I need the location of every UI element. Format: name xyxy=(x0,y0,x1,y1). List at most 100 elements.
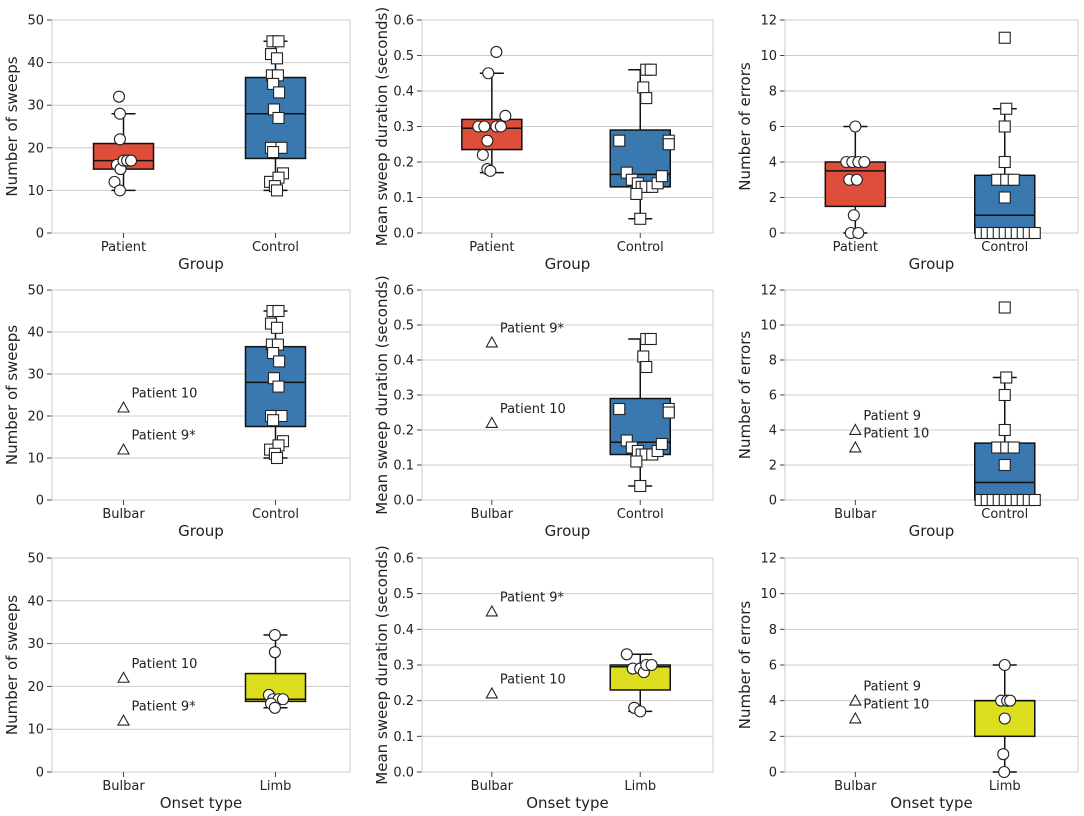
data-point-circle xyxy=(484,164,497,177)
data-point-square xyxy=(998,458,1011,472)
data-point-triangle xyxy=(848,711,862,724)
y-tick-label: 2 xyxy=(769,191,777,206)
x-tick-label: Control xyxy=(981,240,1028,255)
box-patient xyxy=(461,45,523,177)
y-tick-label: 6 xyxy=(769,120,777,135)
y-tick-label: 0.2 xyxy=(393,694,414,709)
data-point-square xyxy=(640,92,653,105)
data-point-circle xyxy=(997,748,1010,761)
box-control xyxy=(244,35,307,197)
data-point-square xyxy=(634,212,647,225)
data-point-circle xyxy=(849,120,862,133)
y-tick-label: 8 xyxy=(769,354,777,369)
data-point-square xyxy=(998,31,1011,44)
data-point-square xyxy=(273,86,286,99)
data-point-circle xyxy=(268,628,281,642)
y-tick-label: 40 xyxy=(27,326,44,341)
data-point-square xyxy=(630,187,643,200)
data-point-square xyxy=(998,423,1011,437)
annotation-label: Patient 9* xyxy=(132,700,197,715)
x-tick-label: Limb xyxy=(260,779,292,794)
x-tick-label: Limb xyxy=(624,779,656,794)
data-point-square xyxy=(267,146,280,159)
y-tick-label: 0 xyxy=(36,494,44,509)
x-axis-label: Group xyxy=(909,522,955,540)
y-axis-label: Number of sweeps xyxy=(3,56,21,196)
data-point-circle xyxy=(476,148,489,161)
x-tick-label: Patient xyxy=(101,240,146,255)
data-point-square xyxy=(1028,226,1041,240)
data-point-circle xyxy=(124,154,138,167)
plot-frame xyxy=(421,557,714,773)
data-point-circle xyxy=(847,209,860,222)
data-point-triangle xyxy=(485,335,499,348)
y-tick-label: 2 xyxy=(769,459,777,474)
data-point-circle xyxy=(645,658,658,672)
y-tick-label: 0.3 xyxy=(393,389,414,404)
y-tick-label: 0.6 xyxy=(393,284,414,299)
y-tick-label: 6 xyxy=(769,659,777,674)
y-tick-label: 10 xyxy=(760,49,777,64)
y-tick-label: 8 xyxy=(769,85,777,100)
y-tick-label: 10 xyxy=(27,723,44,738)
y-tick-label: 12 xyxy=(760,552,777,567)
data-point-square xyxy=(662,138,675,151)
y-tick-label: 0.3 xyxy=(393,120,414,135)
x-tick-label: Limb xyxy=(989,779,1021,794)
data-point-circle xyxy=(482,67,495,80)
y-tick-label: 10 xyxy=(760,587,777,602)
x-tick-label: Patient xyxy=(469,240,514,255)
annotation-label: Patient 9* xyxy=(132,429,197,444)
plot-frame xyxy=(51,19,351,234)
data-point-square xyxy=(613,134,626,147)
data-point-triangle xyxy=(848,423,862,435)
panel-7: 0 10 20 30 40 50 Bulbar Limb Onset type Number of… xyxy=(3,552,351,812)
x-tick-label: Control xyxy=(252,240,299,255)
data-point-triangle xyxy=(117,671,130,683)
data-point-square xyxy=(272,35,285,48)
y-axis-label: Number of sweeps xyxy=(3,325,21,465)
y-tick-label: 4 xyxy=(769,694,777,709)
x-axis-label: Onset type xyxy=(160,794,243,812)
data-point-triangle xyxy=(117,714,130,726)
y-tick-label: 0.5 xyxy=(393,49,414,64)
data-point-circle xyxy=(998,712,1011,725)
y-axis-label: Number of errors xyxy=(736,601,754,730)
data-point-square xyxy=(1007,441,1020,454)
box-limb xyxy=(244,628,307,714)
data-point-square xyxy=(270,451,284,465)
data-point-square xyxy=(1028,493,1041,507)
data-point-square xyxy=(998,120,1011,133)
data-point-square xyxy=(998,191,1011,204)
y-tick-label: 20 xyxy=(27,141,44,156)
x-axis-label: Group xyxy=(178,255,224,273)
y-tick-label: 50 xyxy=(27,552,44,567)
data-point-circle xyxy=(112,90,126,103)
data-point-triangle xyxy=(485,686,499,699)
y-tick-label: 0.5 xyxy=(393,587,414,602)
data-point-square xyxy=(655,437,668,451)
data-point-circle xyxy=(108,175,121,188)
data-point-square xyxy=(270,321,284,334)
panel-8: 0.0 0.1 0.2 0.3 0.4 0.5 0.6 Bulbar Limb Onset typ… xyxy=(373,545,714,812)
data-point-square xyxy=(613,402,626,416)
panel-4: 0 10 20 30 40 50 Bulbar Control Group Number of s… xyxy=(3,284,351,540)
annotation-label: Patient 9* xyxy=(500,322,565,337)
data-point-circle xyxy=(998,658,1011,672)
panel-5: 0.0 0.1 0.2 0.3 0.4 0.5 0.6 Bulbar Control Group M… xyxy=(373,275,714,540)
data-point-circle xyxy=(481,134,494,147)
annotation-label: Patient 10 xyxy=(132,657,198,672)
data-point-square xyxy=(272,304,285,318)
y-tick-label: 20 xyxy=(27,410,44,425)
y-tick-label: 30 xyxy=(27,368,44,383)
data-point-circle xyxy=(268,701,281,714)
x-axis-label: Onset type xyxy=(526,794,609,812)
data-point-square xyxy=(637,350,650,363)
y-tick-label: 0.6 xyxy=(393,552,414,567)
x-tick-label: Bulbar xyxy=(834,779,877,794)
data-point-square xyxy=(998,388,1011,402)
y-tick-label: 0 xyxy=(769,766,777,781)
data-point-circle xyxy=(494,120,507,133)
data-point-circle xyxy=(634,705,647,718)
